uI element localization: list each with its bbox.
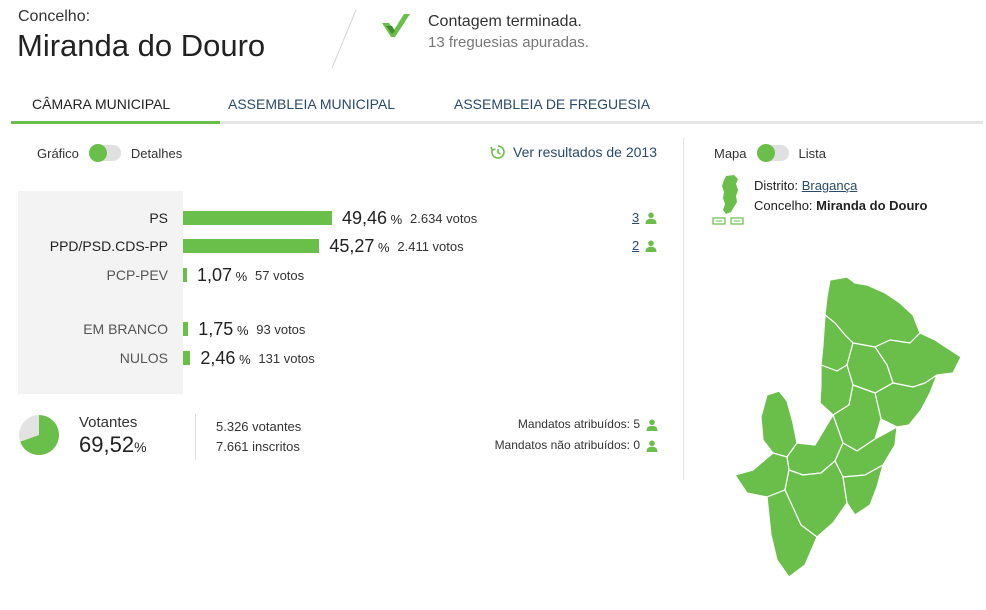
list-view-label[interactable]: Lista <box>798 145 826 161</box>
details-view-label[interactable]: Detalhes <box>130 145 183 161</box>
person-icon <box>645 240 657 252</box>
result-row-ps: PS 49,46 % 2.634 votos 3 <box>0 208 680 228</box>
result-bar <box>183 239 320 253</box>
parish-far-west[interactable] <box>760 390 798 458</box>
result-percent: 2,46 % <box>200 348 251 368</box>
party-name: PS <box>149 210 168 226</box>
turnout-label: Votantes <box>79 414 138 431</box>
result-row-blank: EM BRANCO 1,75 % 93 votos <box>0 319 680 339</box>
parish-deep-south[interactable] <box>766 489 818 578</box>
tab-assembleia-municipal[interactable]: ASSEMBLEIA MUNICIPAL <box>228 96 396 112</box>
party-name: PCP-PEV <box>106 267 168 283</box>
tab-camara-municipal[interactable]: CÂMARA MUNICIPAL <box>11 88 220 124</box>
parish-map[interactable] <box>725 275 965 580</box>
seats-assigned: Mandatos atribuídos: 5 <box>495 414 658 435</box>
municipality-name: Miranda do Douro <box>816 198 928 213</box>
result-percent: 49,46 % <box>342 208 403 228</box>
result-percent: 45,27 % <box>329 236 390 256</box>
map-view-label[interactable]: Mapa <box>714 145 747 161</box>
district-row: Distrito: Bragança <box>754 178 858 193</box>
tab-assembleia-freguesia[interactable]: ASSEMBLEIA DE FREGUESIA <box>454 96 651 112</box>
mandates-link[interactable]: 3 <box>632 208 657 228</box>
voter-counts: 5.326 votantes 7.661 inscritos <box>216 417 301 457</box>
map-list-toggle[interactable] <box>756 144 789 162</box>
view-toggle-row: Gráfico Detalhes <box>37 144 183 162</box>
result-percent: 1,07 % <box>197 265 248 285</box>
election-tabs: CÂMARA MUNICIPAL ASSEMBLEIA MUNICIPAL AS… <box>11 88 983 124</box>
municipality-row: Concelho: Miranda do Douro <box>754 198 928 213</box>
district-link[interactable]: Bragança <box>801 178 858 193</box>
result-votes: 2.411 votos <box>397 239 464 254</box>
sidebar-divider <box>683 138 684 480</box>
parish-south-west[interactable] <box>734 452 790 498</box>
result-bar <box>183 351 191 365</box>
turnout-percent: 69,52% <box>79 432 147 457</box>
party-label-panel <box>18 191 183 394</box>
view-toggle[interactable] <box>88 144 121 162</box>
chart-view-label[interactable]: Gráfico <box>37 145 79 161</box>
party-name: PPD/PSD.CDS-PP <box>49 238 168 254</box>
result-votes: 93 votos <box>256 322 306 337</box>
portugal-mini-map-icon[interactable] <box>712 174 746 226</box>
page-title: Miranda do Douro <box>17 28 266 63</box>
map-toggle-row: Mapa Lista <box>714 144 826 162</box>
result-row-null: NULOS 2,46 % 131 votos <box>0 348 680 368</box>
previous-results-label: Ver resultados de 2013 <box>513 144 657 160</box>
person-icon <box>645 212 657 224</box>
turnout-pie-slice <box>20 415 59 455</box>
person-icon <box>646 419 658 431</box>
party-name: NULOS <box>119 350 168 366</box>
seats-unassigned: Mandatos não atribuídos: 0 <box>495 435 658 456</box>
result-votes: 131 votos <box>258 351 315 366</box>
municipality-label: Concelho: <box>18 8 91 25</box>
result-row-pcp-pev: PCP-PEV 1,07 % 57 votos <box>0 265 680 285</box>
location-info: Distrito: Bragança Concelho: Miranda do … <box>754 176 927 216</box>
result-percent: 1,75 % <box>198 319 249 339</box>
turnout-divider <box>195 414 196 460</box>
parish-south-tip[interactable] <box>842 464 884 516</box>
result-bar <box>183 211 332 225</box>
previous-results-link[interactable]: Ver resultados de 2013 <box>490 144 657 160</box>
checkmark-icon <box>382 14 410 37</box>
result-row-psd-cds: PPD/PSD.CDS-PP 45,27 % 2.411 votos 2 <box>0 236 680 256</box>
voters-count: 5.326 votantes <box>216 419 302 434</box>
header-divider <box>331 10 357 68</box>
mandates-link[interactable]: 2 <box>632 236 657 256</box>
turnout-pie-chart <box>19 415 59 455</box>
history-icon <box>490 145 505 159</box>
result-votes: 2.634 votos <box>410 211 478 226</box>
result-votes: 57 votos <box>255 268 305 283</box>
result-bar <box>183 268 187 282</box>
parishes-counted: 13 freguesias apuradas. <box>428 34 589 51</box>
seats-summary: Mandatos atribuídos: 5 Mandatos não atri… <box>495 414 658 456</box>
registered-count: 7.661 inscritos <box>216 439 300 454</box>
party-name: EM BRANCO <box>83 321 168 337</box>
count-status: Contagem terminada. <box>428 13 582 30</box>
result-bar <box>183 322 189 336</box>
person-icon <box>646 440 658 452</box>
